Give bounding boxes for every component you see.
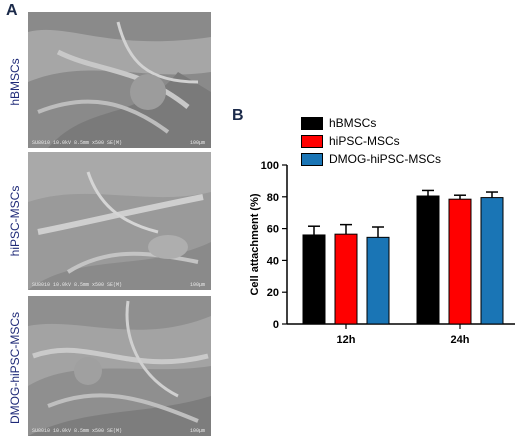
legend-swatch-2 — [301, 135, 323, 148]
legend-label-3: DMOG-hiPSC-MSCs — [329, 152, 442, 166]
bar-hBMSCs-24h — [416, 195, 440, 325]
x-tick-label: 12h — [337, 334, 356, 346]
sem-caption-2: SU8010 10.0kV 8.5mm x500 SE(M) — [32, 282, 123, 288]
panel-b-letter: B — [232, 107, 244, 124]
bar-hiPSC-MSCs-12h — [334, 233, 358, 325]
sem-scale-2: 100µm — [189, 282, 205, 288]
legend-label-1: hBMSCs — [329, 116, 377, 130]
legend-label-2: hiPSC-MSCs — [329, 134, 400, 148]
y-tick-label: 0 — [273, 319, 279, 331]
bar-hiPSC-MSCs-24h — [448, 198, 472, 325]
sem-image-hbmscs: SU8010 10.0kV 8.5mm x500 SE(M) 100µm — [28, 12, 211, 148]
y-tick-label: 100 — [261, 160, 279, 172]
sem-texture-1 — [28, 12, 211, 148]
y-tick-label: 60 — [267, 224, 279, 236]
sem-scale-1: 100µm — [189, 140, 205, 146]
y-tick-label: 80 — [267, 192, 279, 204]
sem-image-hipsc-mscs: SU8010 10.0kV 8.5mm x500 SE(M) 100µm — [28, 152, 211, 290]
sem-image-dmog-hipsc-mscs: SU8010 10.0kV 8.5mm x500 SE(M) 100µm — [28, 296, 211, 436]
sem-caption-1: SU8010 10.0kV 8.5mm x500 SE(M) — [32, 140, 123, 146]
y-tick-label: 40 — [267, 255, 279, 267]
panel-a-letter: A — [6, 2, 18, 19]
sem-caption-3: SU8010 10.0kV 8.5mm x500 SE(M) — [32, 428, 123, 434]
bar-hBMSCs-12h — [302, 234, 326, 325]
y-tick-label: 20 — [267, 287, 279, 299]
y-axis-title: Cell attachment (%) — [249, 193, 261, 295]
bar-DMOG-hiPSC-MSCs-12h — [366, 236, 390, 325]
legend-swatch-1 — [301, 117, 323, 130]
sem-scale-3: 100µm — [189, 428, 205, 434]
bar-DMOG-hiPSC-MSCs-24h — [480, 197, 504, 325]
sem-texture-3 — [28, 296, 211, 436]
sem-texture-2 — [28, 152, 211, 290]
x-tick-label: 24h — [451, 334, 470, 346]
legend-swatch-3 — [301, 153, 323, 166]
